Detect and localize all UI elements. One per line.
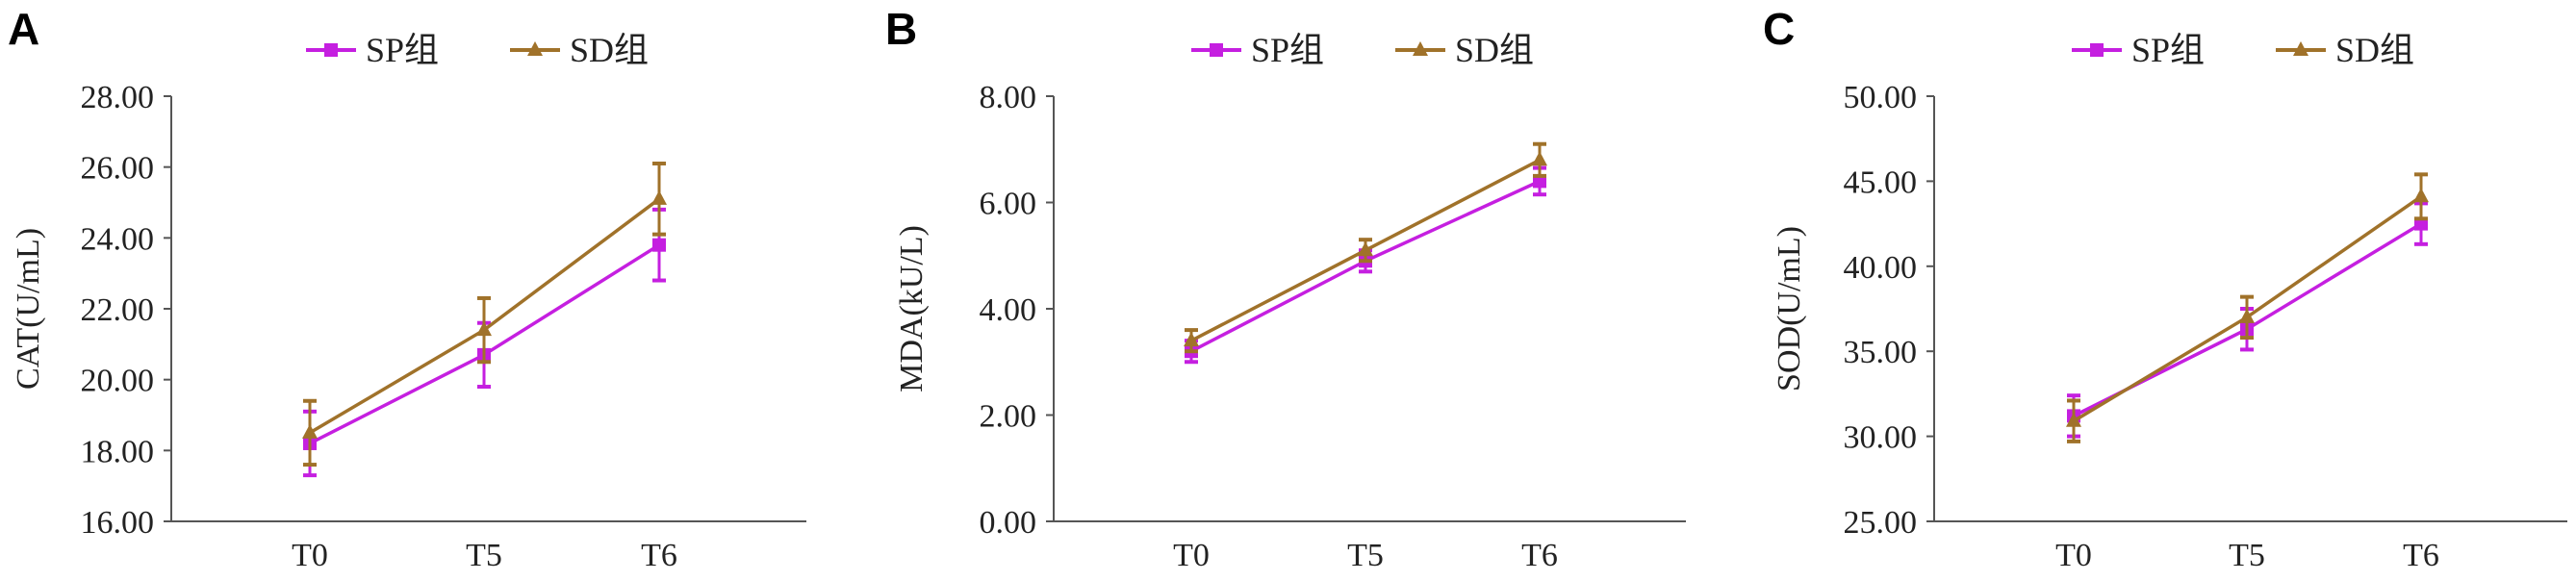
x-tick-label: T0 [292, 538, 328, 573]
y-tick-label: 2.00 [980, 399, 1037, 435]
legend-marker [527, 41, 543, 56]
legend-label: SP组 [366, 31, 439, 69]
legend: SP组 SD组 [1191, 31, 1534, 69]
panel-letter: A [8, 4, 39, 54]
chart-panel-c: C 25.00 30.00 35.00 40.00 45.00 50.00 T0 T5 T6 SOD… [1763, 4, 2567, 573]
data-point [1533, 174, 1546, 189]
data-point [1184, 332, 1199, 347]
legend-label: SD组 [570, 31, 649, 69]
y-axis-title: SOD(U/mL) [1772, 226, 1807, 392]
y-tick-label: 30.00 [1844, 420, 1918, 456]
legend-marker [2293, 41, 2308, 56]
legend-marker [1210, 43, 1223, 57]
y-tick-label: 8.00 [980, 80, 1037, 115]
x-tick-label: T0 [1173, 538, 1210, 573]
x-tick-label: T0 [2055, 538, 2092, 573]
y-axis-title: MDA(kU/L) [894, 225, 930, 392]
legend-label: SP组 [2131, 31, 2205, 69]
legend: SP组 SD组 [2072, 31, 2414, 69]
series-sd [302, 161, 667, 467]
data-point [1532, 151, 1547, 166]
y-axis-title: CAT(U/mL) [11, 228, 46, 390]
x-tick-label: T5 [466, 538, 502, 573]
series-sd [2066, 172, 2429, 443]
data-point [651, 189, 667, 205]
panel-letter: C [1763, 4, 1795, 54]
data-point [652, 238, 666, 252]
y-tick-label: 26.00 [81, 151, 155, 187]
series-sd [1184, 141, 1547, 354]
legend-label: SP组 [1251, 31, 1324, 69]
x-tick-label: T6 [2403, 538, 2439, 573]
data-point [1358, 241, 1373, 257]
x-tick-label: T6 [641, 538, 677, 573]
legend-marker [1413, 41, 1428, 56]
y-tick-label: 35.00 [1844, 335, 1918, 370]
data-point [302, 423, 318, 439]
legend-marker [2090, 43, 2104, 57]
x-tick-label: T5 [2229, 538, 2265, 573]
y-tick-label: 40.00 [1844, 250, 1918, 286]
x-tick-label: T6 [1521, 538, 1558, 573]
y-tick-label: 22.00 [81, 292, 155, 328]
legend-label: SD组 [2335, 31, 2414, 69]
y-tick-label: 50.00 [1844, 80, 1918, 115]
data-point [476, 321, 492, 337]
x-tick-label: T5 [1347, 538, 1384, 573]
y-tick-label: 6.00 [980, 187, 1037, 222]
y-tick-label: 45.00 [1844, 164, 1918, 200]
legend-label: SD组 [1455, 31, 1534, 69]
legend-marker [324, 43, 338, 57]
y-tick-label: 16.00 [81, 505, 155, 541]
y-tick-label: 0.00 [980, 505, 1037, 541]
data-point [2239, 308, 2255, 323]
y-tick-label: 18.00 [81, 434, 155, 469]
panel-letter: B [885, 4, 917, 54]
series-sp [1185, 165, 1546, 365]
y-tick-label: 25.00 [1844, 505, 1918, 541]
y-tick-label: 4.00 [980, 292, 1037, 328]
chart-panel-a: A 16.00 18.00 20.00 22.00 24.00 26.00 28.00 T0 T5… [8, 4, 806, 573]
legend: SP组 SD组 [306, 31, 649, 69]
y-tick-label: 20.00 [81, 364, 155, 399]
y-tick-label: 24.00 [81, 221, 155, 257]
data-point [2413, 188, 2429, 203]
y-tick-label: 28.00 [81, 80, 155, 115]
data-point [2066, 412, 2081, 427]
